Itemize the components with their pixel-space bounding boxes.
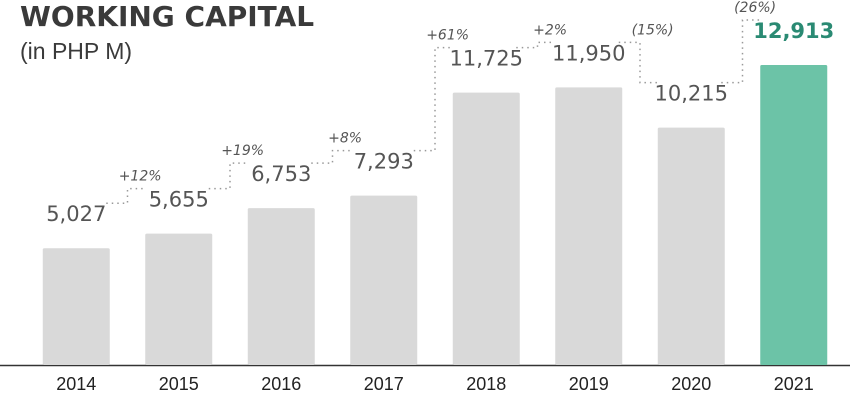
growth-annotation: (15%)	[632, 22, 674, 38]
x-tick-label: 2019	[569, 374, 609, 394]
bar	[247, 208, 315, 365]
data-label: 10,215	[655, 82, 728, 106]
growth-annotation: +8%	[328, 131, 362, 147]
growth-annotation: +2%	[533, 22, 567, 38]
growth-annotation: +12%	[119, 169, 162, 185]
x-tick-label: 2018	[466, 374, 506, 394]
bar	[145, 233, 213, 365]
bar	[760, 65, 828, 365]
data-label: 5,655	[149, 188, 209, 212]
connector	[311, 149, 350, 164]
data-label: 12,913	[753, 19, 834, 43]
data-label: 11,950	[552, 41, 625, 65]
x-tick-label: 2016	[261, 374, 301, 394]
data-label: 11,725	[450, 47, 523, 71]
growth-annotation: +61%	[426, 28, 469, 44]
x-tick-label: 2015	[159, 374, 199, 394]
bar	[42, 248, 110, 365]
data-label: 5,027	[46, 202, 106, 226]
data-label: 6,753	[251, 162, 311, 186]
bar	[452, 92, 520, 365]
connector	[208, 162, 248, 190]
bar	[350, 195, 418, 365]
connector	[106, 187, 145, 204]
x-tick-label: 2017	[364, 374, 404, 394]
chart-title: WORKING CAPITAL	[20, 0, 314, 33]
growth-annotation: (26%)	[734, 0, 776, 16]
bar	[657, 127, 725, 365]
x-tick-label: 2020	[671, 374, 711, 394]
data-label: 7,293	[354, 150, 414, 174]
x-tick-label: 2014	[56, 374, 96, 394]
bar	[555, 87, 623, 365]
x-tick-label: 2021	[774, 374, 814, 394]
growth-annotation: +19%	[221, 143, 264, 159]
connector	[413, 46, 453, 152]
chart-subtitle: (in PHP M)	[20, 38, 132, 64]
